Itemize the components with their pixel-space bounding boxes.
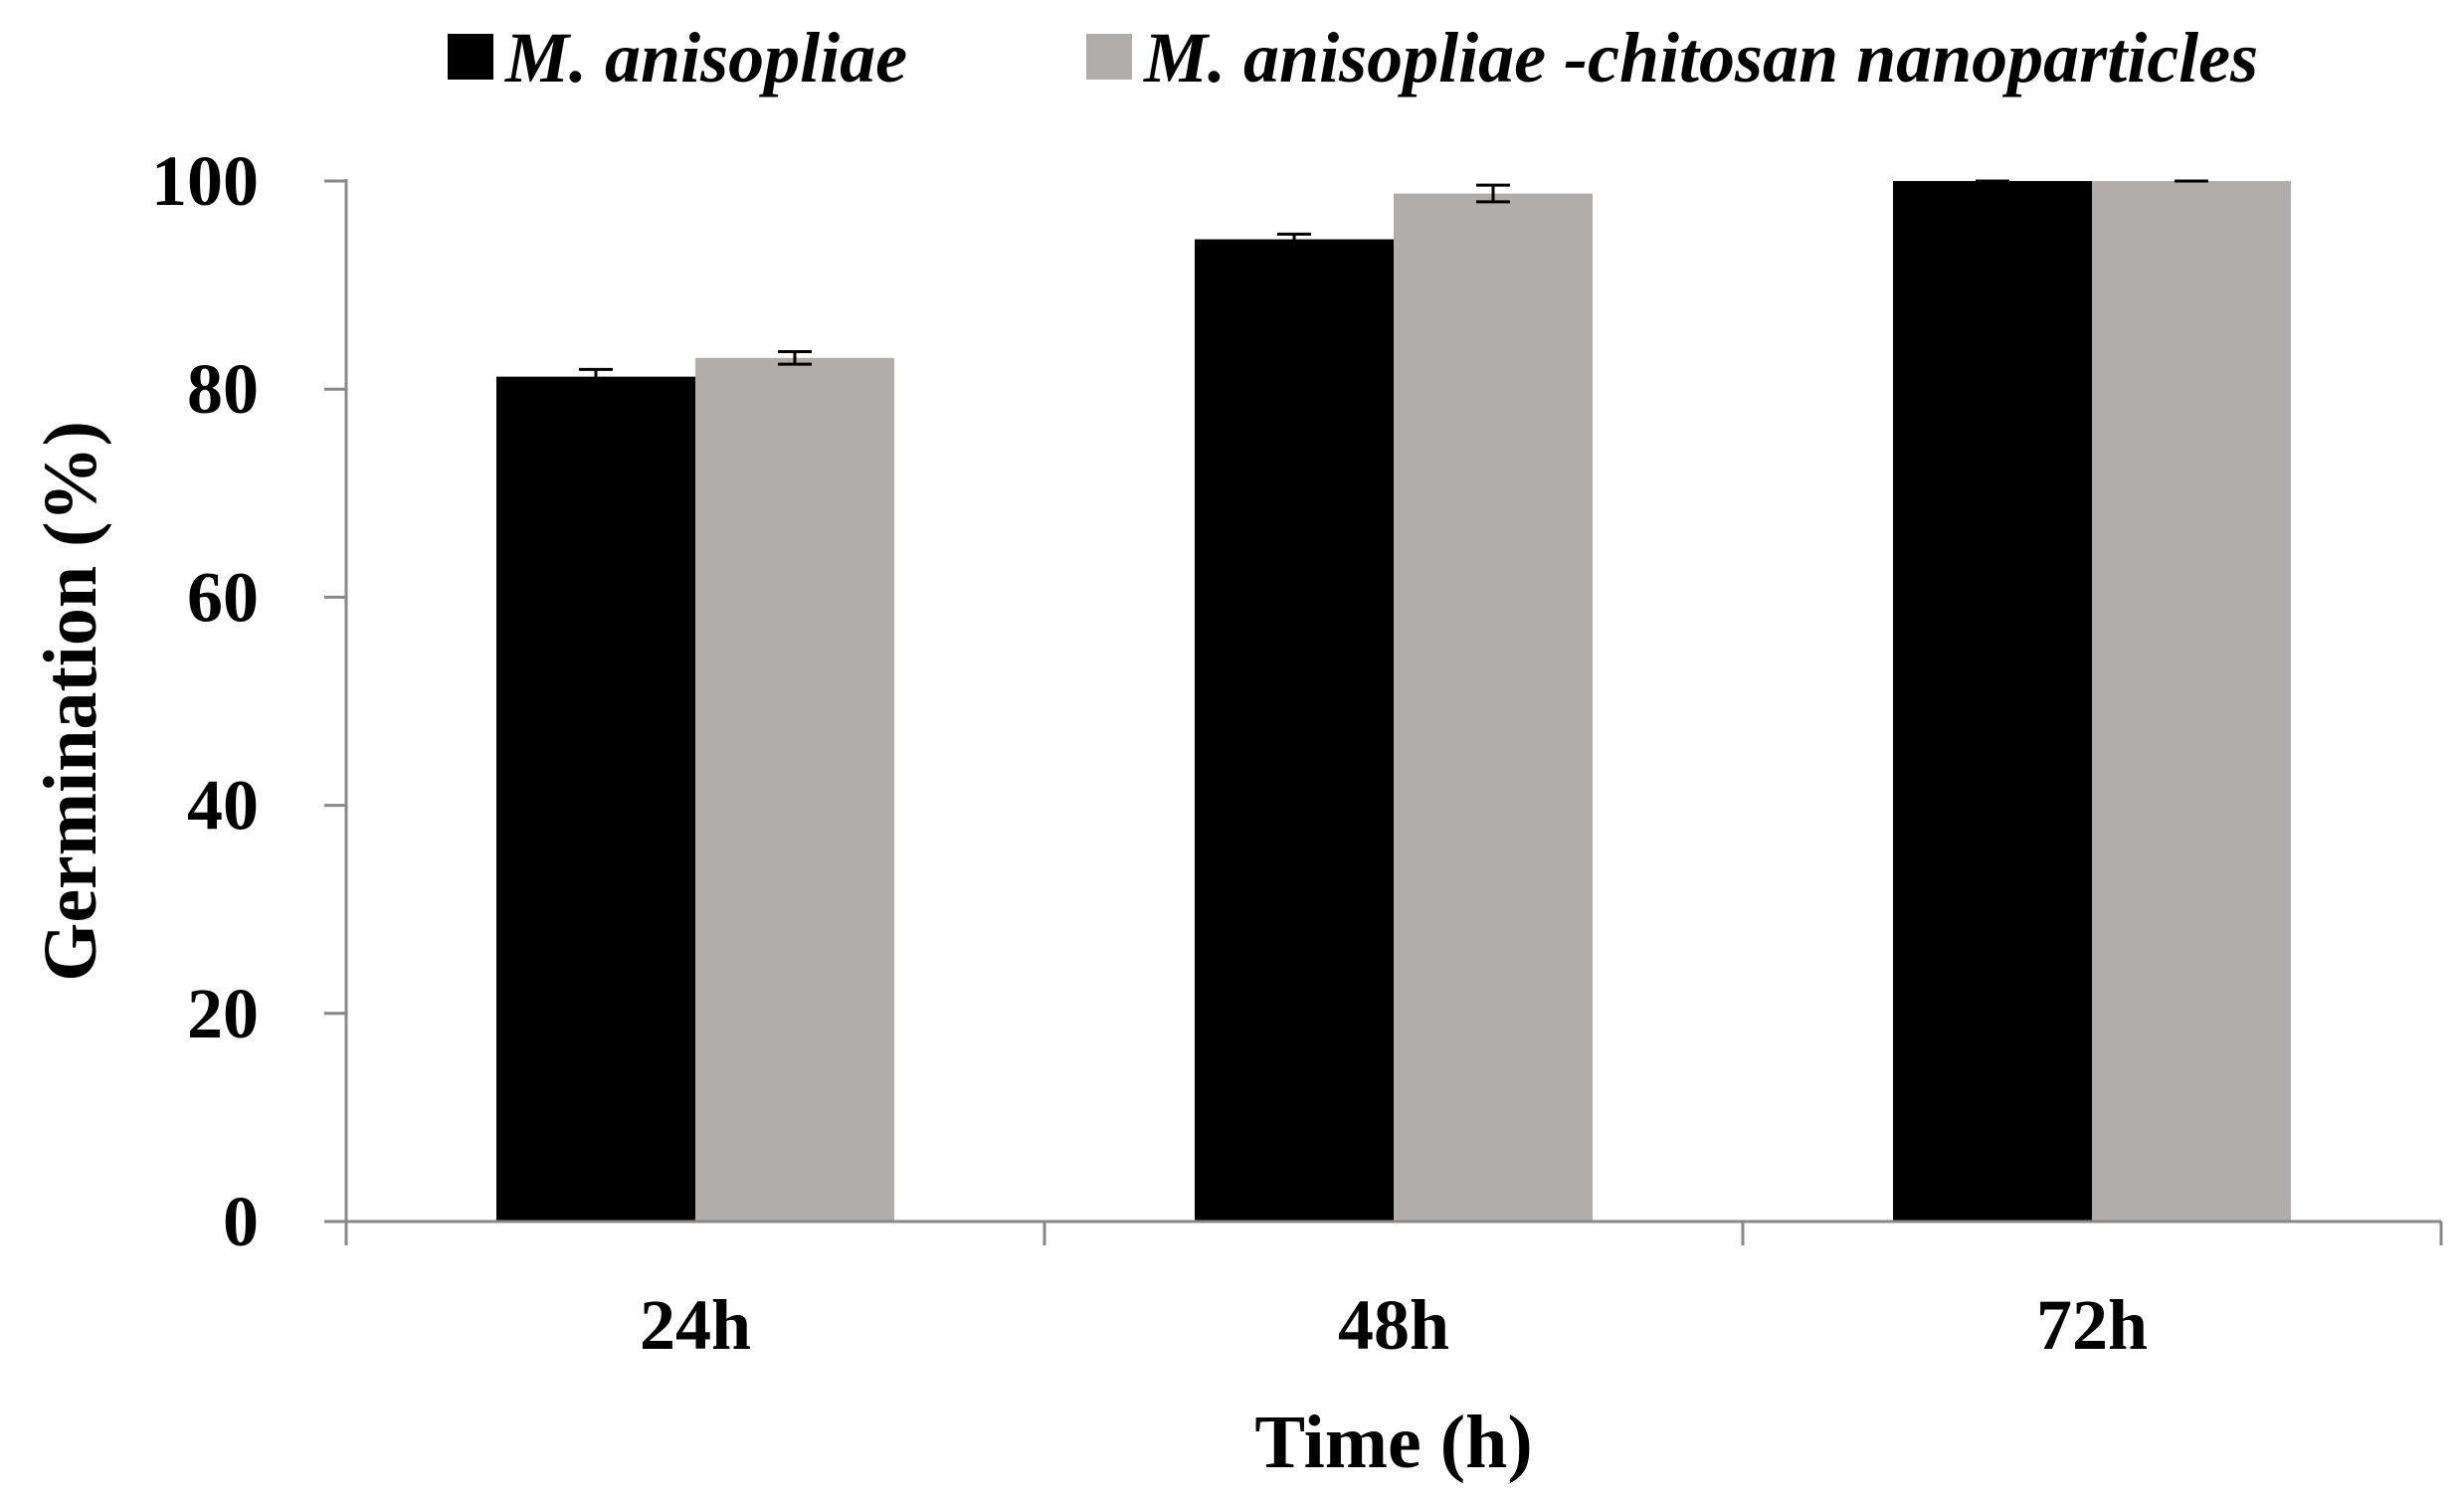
y-tick-label-40: 40	[187, 766, 259, 846]
legend-label-2: M. anisopliae -chitosan nanoparticles	[1143, 18, 2258, 97]
legend: M. anisopliae M. anisopliae -chitosan nan…	[448, 18, 2258, 97]
legend-swatch-2	[1086, 34, 1132, 80]
legend-item-2: M. anisopliae -chitosan nanoparticles	[1086, 18, 2258, 97]
y-tick-label-100: 100	[151, 141, 259, 221]
error-bar-48h-series-2	[1476, 183, 1510, 204]
error-bars	[579, 179, 2208, 386]
legend-label-1: M. anisopliae	[504, 18, 907, 97]
x-axis-title: Time (h)	[1254, 1401, 1532, 1484]
y-tick-label-80: 80	[187, 349, 259, 429]
y-axis-title: Germination (%)	[29, 421, 112, 982]
y-tick-label-0: 0	[223, 1182, 259, 1261]
bar-72h-series-2	[2092, 181, 2291, 1222]
bar-72h-series-1	[1893, 181, 2092, 1222]
x-tick-label-24h: 24h	[640, 1285, 751, 1365]
error-bar-24h-series-1	[579, 367, 613, 386]
legend-item-1: M. anisopliae	[448, 18, 907, 97]
y-tick-labels: 0 20 40 60 80 100	[151, 141, 259, 1261]
bar-48h-series-2	[1394, 193, 1593, 1222]
y-tick-label-60: 60	[187, 557, 259, 637]
error-bar-48h-series-1	[1277, 232, 1311, 247]
x-tick-label-48h: 48h	[1338, 1285, 1449, 1365]
bar-24h-series-1	[496, 376, 695, 1222]
bar-24h-series-2	[695, 357, 894, 1222]
axes	[324, 179, 2443, 1245]
bars	[496, 181, 2291, 1223]
bar-48h-series-1	[1195, 239, 1394, 1223]
x-tick-labels: 24h 48h 72h	[640, 1285, 2148, 1365]
error-bar-24h-series-2	[778, 350, 812, 366]
y-tick-label-20: 20	[187, 974, 259, 1053]
x-tick-label-72h: 72h	[2036, 1285, 2148, 1365]
legend-swatch-1	[448, 34, 493, 80]
